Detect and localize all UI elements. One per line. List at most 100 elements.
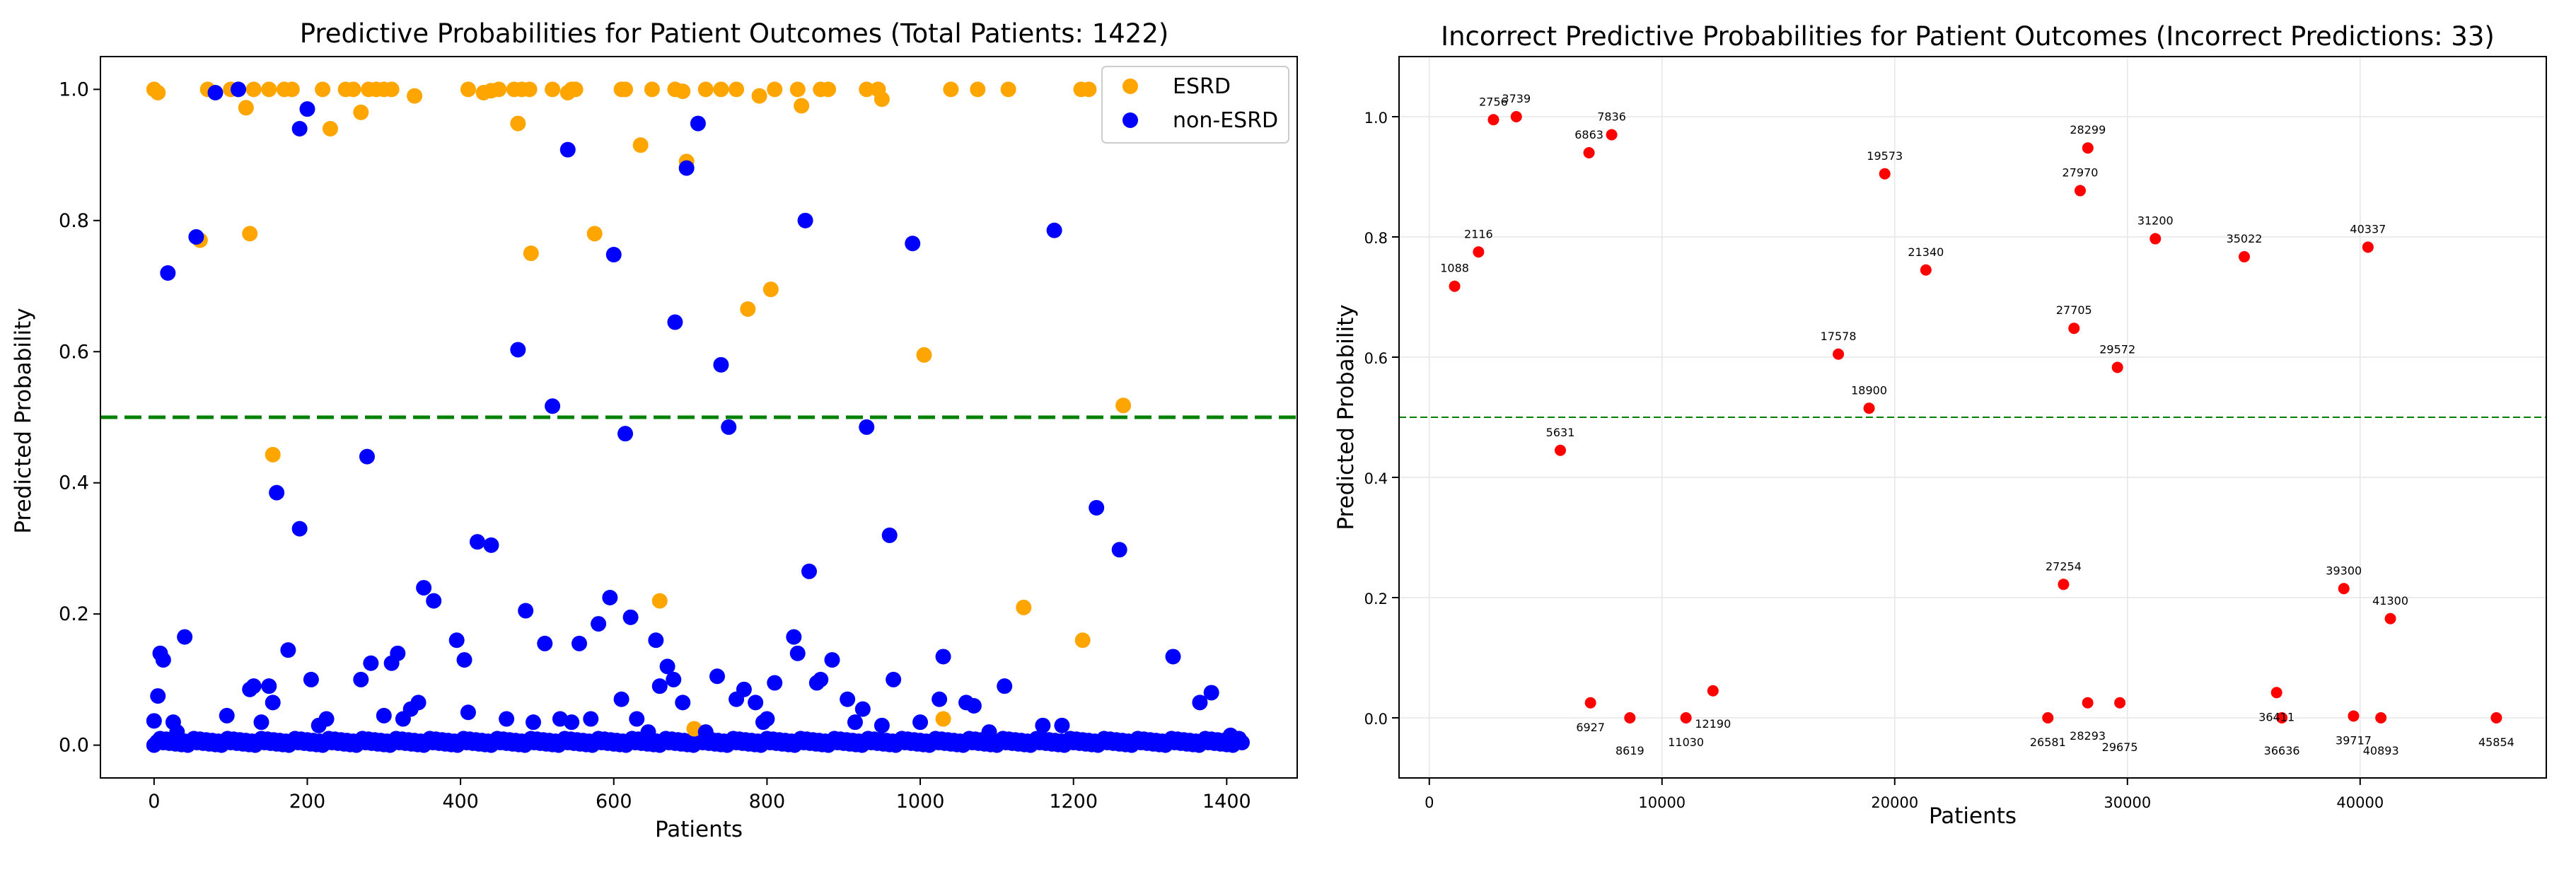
point-id-label: 2116 (1464, 227, 1493, 240)
non-esrd-point (280, 642, 296, 658)
point-id-label: 36411 (2258, 710, 2294, 723)
all-predictions-chart: Predictive Probabilities for Patient Out… (11, 18, 1298, 842)
point-id-label: 40337 (2350, 222, 2386, 236)
incorrect-point (2276, 712, 2288, 723)
legend-box (1101, 66, 1289, 144)
incorrect-point (1584, 697, 1596, 709)
point-id-label: 31200 (2137, 214, 2174, 228)
esrd-point (1016, 599, 1032, 615)
non-esrd-point (261, 678, 277, 694)
incorrect-point (2239, 251, 2251, 263)
plot-frame-right (1398, 56, 2547, 779)
non-esrd-point (881, 527, 898, 543)
incorrect-point (1879, 168, 1891, 180)
x-axis-ticks-left: 0 200 400 600 800 1000 1200 1400 (148, 778, 1251, 813)
non-esrd-point (230, 81, 246, 98)
x-tick-label: 400 (442, 791, 479, 813)
incorrect-point (1863, 402, 1875, 414)
non-esrd-point (245, 678, 262, 694)
point-id-label: 5631 (1546, 426, 1575, 439)
non-esrd-point (840, 691, 856, 707)
non-esrd-point (797, 212, 813, 228)
esrd-point (762, 281, 779, 298)
x-axis-label-left: Patients (655, 817, 743, 842)
chart-title-left: Predictive Probabilities for Patient Out… (300, 18, 1169, 49)
incorrect-point (1555, 444, 1567, 456)
y-tick-label: 0.8 (59, 210, 89, 232)
esrd-point (345, 81, 361, 98)
non-esrd-point (1234, 734, 1251, 750)
point-id-label: 8619 (1615, 744, 1644, 757)
point-id-label: 19573 (1867, 149, 1903, 163)
esrd-point (1115, 397, 1132, 414)
incorrect-point (1583, 147, 1595, 158)
incorrect-point (2490, 712, 2502, 723)
point-id-label: 12190 (1695, 717, 1731, 731)
data-points-right (1449, 111, 2502, 723)
esrd-point (407, 88, 423, 104)
esrd-point (284, 81, 300, 98)
non-esrd-point (265, 694, 281, 711)
non-esrd-point (622, 609, 639, 625)
x-tick-label: 10000 (1638, 794, 1686, 811)
incorrect-point (1624, 712, 1636, 723)
point-id-label: 6863 (1574, 128, 1603, 141)
esrd-point (238, 100, 254, 116)
point-id-label: 21340 (1908, 245, 1944, 259)
incorrect-point (1606, 129, 1618, 141)
y-tick-label: 0.6 (1364, 350, 1388, 367)
x-tick-label: 1200 (1049, 791, 1098, 813)
legend: ESRD non-ESRD (1101, 66, 1289, 144)
non-esrd-point (169, 724, 185, 740)
plot-frame-left (100, 56, 1298, 779)
esrd-point (242, 226, 258, 242)
esrd-point (789, 81, 806, 98)
esrd-point (651, 593, 668, 609)
non-esrd-point (160, 265, 176, 281)
point-id-label: 27705 (2056, 303, 2092, 317)
non-esrd-point (767, 675, 783, 691)
x-tick-label: 1400 (1202, 791, 1251, 813)
non-esrd-point (1046, 222, 1062, 238)
esrd-point (794, 98, 810, 114)
x-tick-label: 200 (289, 791, 326, 813)
point-id-label: 7836 (1597, 110, 1626, 124)
esrd-point (943, 81, 959, 98)
non-esrd-point (1111, 542, 1127, 558)
incorrect-point (1833, 348, 1845, 360)
non-esrd-point (678, 160, 695, 176)
non-esrd-point (1222, 727, 1238, 743)
esrd-point (545, 81, 561, 98)
legend-non-esrd-marker (1122, 112, 1138, 128)
incorrect-point (1510, 111, 1522, 122)
y-axis-label-right: Predicted Probability (1333, 304, 1359, 530)
esrd-point (460, 81, 476, 98)
non-esrd-point (1054, 717, 1070, 733)
non-esrd-point (359, 448, 375, 465)
point-id-label: 45854 (2478, 736, 2514, 749)
point-id-label: 18900 (1851, 383, 1887, 397)
non-esrd-point (602, 590, 618, 605)
non-esrd-point (675, 694, 691, 711)
y-tick-label: 1.0 (1364, 110, 1388, 127)
esrd-point (970, 81, 986, 98)
esrd-point (874, 91, 890, 107)
non-esrd-point (219, 707, 235, 723)
y-axis-label-left: Predicted Probability (11, 308, 36, 533)
non-esrd-point (1035, 717, 1051, 733)
non-esrd-point (299, 101, 315, 117)
y-tick-label: 0.2 (59, 603, 89, 625)
esrd-point (1074, 632, 1091, 649)
incorrect-point (2075, 185, 2087, 197)
point-id-label: 17578 (1821, 330, 1857, 343)
legend-non-esrd-label: non-ESRD (1173, 108, 1278, 133)
y-tick-label: 0.4 (1364, 470, 1388, 487)
non-esrd-point (981, 724, 997, 740)
incorrect-point (2111, 361, 2123, 373)
non-esrd-point (318, 711, 335, 727)
esrd-point (644, 81, 660, 98)
esrd-point (1000, 81, 1016, 98)
non-esrd-point (483, 537, 499, 553)
non-esrd-point (291, 521, 308, 537)
incorrect-point (2270, 687, 2282, 699)
